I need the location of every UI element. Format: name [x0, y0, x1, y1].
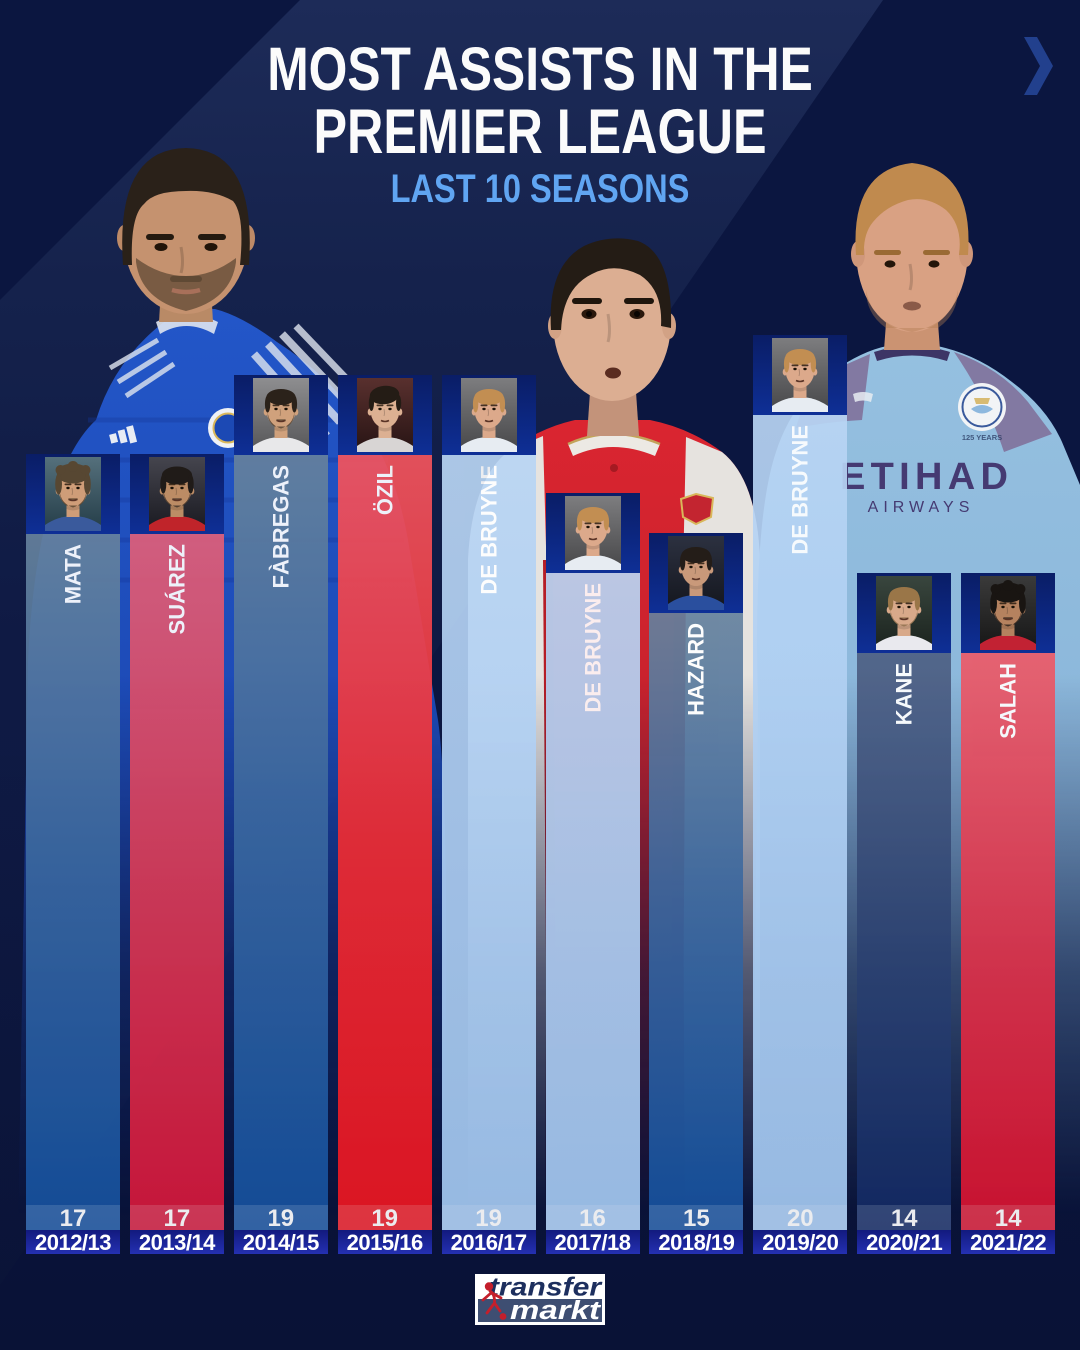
svg-text:AIRWAYS: AIRWAYS	[868, 499, 975, 516]
svg-text:SALAH: SALAH	[996, 663, 1021, 739]
svg-text:DE BRUYNE: DE BRUYNE	[476, 465, 501, 595]
svg-text:LAST 10 SEASONS: LAST 10 SEASONS	[391, 166, 690, 211]
svg-text:DE BRUYNE: DE BRUYNE	[580, 583, 605, 713]
svg-text:ÖZIL: ÖZIL	[372, 465, 397, 515]
svg-text:DE BRUYNE: DE BRUYNE	[788, 425, 813, 555]
svg-text:ETIHAD: ETIHAD	[840, 456, 1008, 498]
svg-text:SUÁREZ: SUÁREZ	[164, 544, 189, 634]
svg-text:HAZARD: HAZARD	[684, 623, 709, 716]
svg-text:markt: markt	[510, 1296, 601, 1325]
svg-text:FÀBREGAS: FÀBREGAS	[268, 465, 293, 588]
svg-text:MATA: MATA	[61, 544, 86, 604]
svg-text:MOST ASSISTS IN THE: MOST ASSISTS IN THE	[267, 35, 813, 103]
svg-text:transfer: transfer	[489, 1274, 603, 1301]
svg-text:125 YEARS: 125 YEARS	[962, 433, 1002, 442]
svg-text:PREMIER LEAGUE: PREMIER LEAGUE	[313, 97, 766, 168]
svg-text:KANE: KANE	[892, 663, 917, 725]
